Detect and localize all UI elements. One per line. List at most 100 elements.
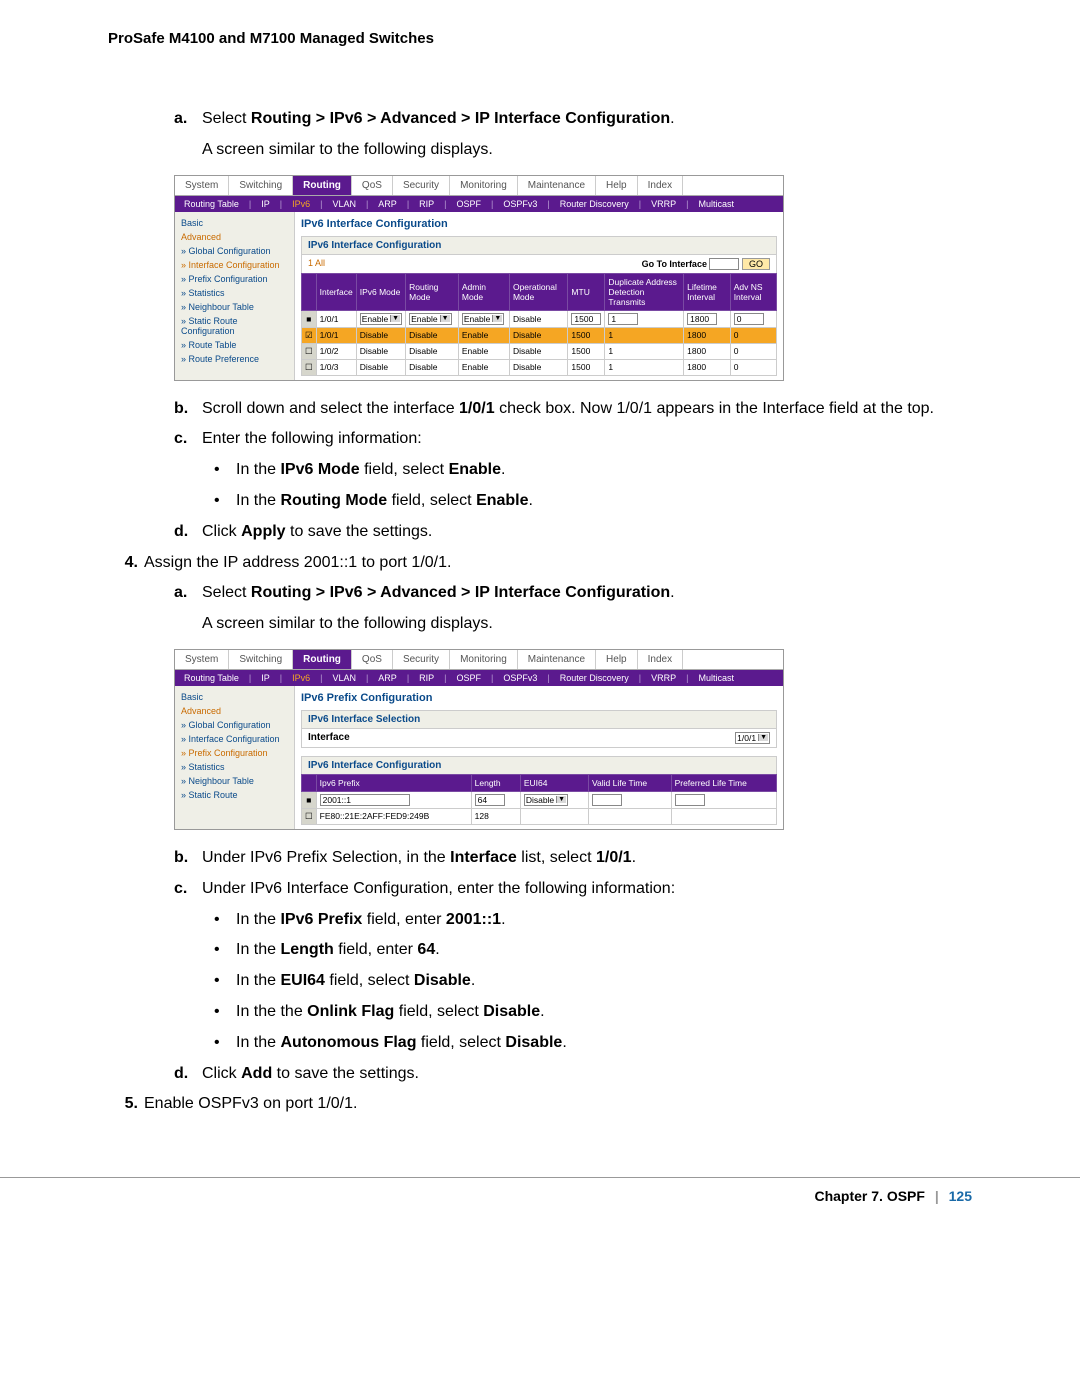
vlt-input[interactable] (592, 794, 622, 806)
select[interactable]: Enable▼ (462, 313, 504, 325)
go-button[interactable]: GO (742, 258, 770, 270)
ui-tab[interactable]: Maintenance (518, 176, 596, 195)
sidebar-item[interactable]: Advanced (175, 704, 294, 718)
sidebar-item[interactable]: » Route Table (175, 338, 294, 352)
ui-tab[interactable]: QoS (352, 176, 393, 195)
checkbox[interactable]: ☐ (302, 359, 317, 375)
sidebar-item[interactable]: » Prefix Configuration (175, 272, 294, 286)
subnav-item[interactable]: VRRP (648, 673, 679, 683)
subnav-item[interactable]: VLAN (329, 199, 359, 209)
step-marker: d. (174, 520, 202, 545)
checkbox[interactable]: ☑ (302, 327, 317, 343)
ui-tab[interactable]: Routing (293, 650, 352, 669)
checkbox[interactable]: ■ (302, 791, 317, 808)
checkbox[interactable]: ☐ (302, 808, 317, 824)
select[interactable]: Enable▼ (360, 313, 402, 325)
plt-input[interactable] (675, 794, 705, 806)
cell: 1800 (684, 327, 731, 343)
subnav-item[interactable]: Routing Table (181, 673, 242, 683)
table-row: ☑1/0/1DisableDisableEnableDisable1500118… (302, 327, 777, 343)
ui-tab[interactable]: Index (638, 650, 683, 669)
ui-tab[interactable]: Maintenance (518, 650, 596, 669)
select[interactable]: 1/0/1▼ (735, 732, 770, 744)
t: . (540, 1003, 544, 1020)
subnav-item[interactable]: OSPFv3 (500, 673, 540, 683)
subnav-item[interactable]: ARP (375, 673, 400, 683)
life-input[interactable]: 1800 (687, 313, 717, 325)
step-c1: c. Enter the following information: (174, 427, 972, 452)
length-input[interactable]: 64 (475, 794, 505, 806)
subnav-item[interactable]: Routing Table (181, 199, 242, 209)
text: field, select (360, 461, 449, 478)
adv-input[interactable]: 0 (734, 313, 764, 325)
sidebar-item[interactable]: » Global Configuration (175, 718, 294, 732)
ui-tab[interactable]: Switching (229, 176, 293, 195)
ui-tab[interactable]: Switching (229, 650, 293, 669)
sidebar-item[interactable]: » Statistics (175, 760, 294, 774)
sidebar-item[interactable]: » Prefix Configuration (175, 746, 294, 760)
ui-tab[interactable]: Help (596, 650, 638, 669)
t: . (471, 972, 475, 989)
cell: 1500 (568, 343, 605, 359)
sidebar-item[interactable]: » Route Preference (175, 352, 294, 366)
ui-tab[interactable]: Security (393, 650, 450, 669)
ui-tabs: SystemSwitchingRoutingQoSSecurityMonitor… (175, 176, 783, 196)
ui-tab[interactable]: Security (393, 176, 450, 195)
subnav-item[interactable]: OSPF (454, 673, 485, 683)
bold: IPv6 Mode (280, 461, 359, 478)
bold: Apply (241, 523, 285, 540)
col-header (302, 273, 317, 310)
sidebar-item[interactable]: » Neighbour Table (175, 774, 294, 788)
ui-tab[interactable]: QoS (352, 650, 393, 669)
subnav-item[interactable]: ARP (375, 199, 400, 209)
footer-page: 125 (949, 1188, 972, 1204)
dad-input[interactable]: 1 (608, 313, 638, 325)
text: In the (236, 461, 280, 478)
select[interactable]: Disable▼ (524, 794, 568, 806)
bullet-dot: • (214, 908, 236, 933)
subnav-item[interactable]: Router Discovery (557, 673, 632, 683)
sidebar-item[interactable]: » Statistics (175, 286, 294, 300)
subnav-item[interactable]: Multicast (695, 673, 737, 683)
checkbox[interactable]: ■ (302, 310, 317, 327)
text: A screen similar to the following displa… (202, 612, 972, 637)
sidebar-item[interactable]: » Static Route Configuration (175, 314, 294, 338)
text: In the (236, 492, 280, 509)
subnav-item[interactable]: IPv6 (289, 673, 313, 683)
ui-table: Ipv6 PrefixLengthEUI64Valid Life TimePre… (301, 774, 777, 825)
bold: Routing > IPv6 > Advanced > IP Interface… (251, 584, 670, 601)
sidebar-item[interactable]: Basic (175, 216, 294, 230)
sidebar-item[interactable]: » Interface Configuration (175, 258, 294, 272)
ui-tab[interactable]: Index (638, 176, 683, 195)
subnav-item[interactable]: IP (258, 199, 273, 209)
subnav-item[interactable]: OSPF (454, 199, 485, 209)
subnav-item[interactable]: Multicast (695, 199, 737, 209)
ui-tab[interactable]: System (175, 650, 229, 669)
subnav-item[interactable]: VLAN (329, 673, 359, 683)
subnav-item[interactable]: IP (258, 673, 273, 683)
subnav-item[interactable]: VRRP (648, 199, 679, 209)
sidebar-item[interactable]: Advanced (175, 230, 294, 244)
doc-header: ProSafe M4100 and M7100 Managed Switches (0, 30, 1080, 107)
mtu-input[interactable]: 1500 (571, 313, 601, 325)
ui-tab[interactable]: Routing (293, 176, 352, 195)
ui-tab[interactable]: Monitoring (450, 176, 518, 195)
sidebar-item[interactable]: » Interface Configuration (175, 732, 294, 746)
ui-tab[interactable]: Monitoring (450, 650, 518, 669)
subnav-item[interactable]: Router Discovery (557, 199, 632, 209)
select[interactable]: Enable▼ (409, 313, 451, 325)
sidebar-item[interactable]: » Global Configuration (175, 244, 294, 258)
subnav-item[interactable]: OSPFv3 (500, 199, 540, 209)
sidebar-item[interactable]: » Static Route (175, 788, 294, 802)
sidebar-item[interactable]: Basic (175, 690, 294, 704)
text: Assign the IP address 2001::1 to port 1/… (144, 551, 972, 576)
sidebar-item[interactable]: » Neighbour Table (175, 300, 294, 314)
goto-input[interactable] (709, 258, 739, 270)
subnav-item[interactable]: RIP (416, 199, 437, 209)
checkbox[interactable]: ☐ (302, 343, 317, 359)
prefix-input[interactable]: 2001::1 (320, 794, 410, 806)
ui-tab[interactable]: System (175, 176, 229, 195)
subnav-item[interactable]: IPv6 (289, 199, 313, 209)
subnav-item[interactable]: RIP (416, 673, 437, 683)
ui-tab[interactable]: Help (596, 176, 638, 195)
